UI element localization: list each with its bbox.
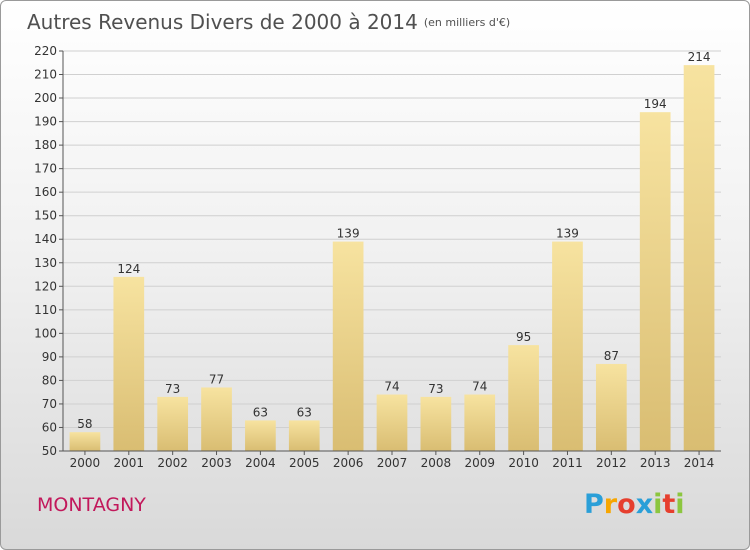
bar-2000	[69, 432, 101, 451]
bar-2013	[639, 112, 671, 452]
y-tick-label: 180	[34, 138, 57, 152]
y-tick-label: 90	[42, 350, 57, 364]
y-tick-label: 50	[42, 444, 57, 458]
logo-letter: x	[635, 489, 654, 520]
x-tick-label: 2002	[157, 456, 188, 470]
x-tick-label: 2004	[245, 456, 276, 470]
labels: 50 60 70 80 90 100 110 120 130 140 150 160 170 180 190…	[34, 44, 714, 470]
x-tick-label: 2008	[421, 456, 452, 470]
x-tick-label: 2001	[114, 456, 145, 470]
bar-2009	[464, 394, 496, 451]
value-label: 77	[209, 372, 224, 386]
proxiti-logo[interactable]: Proxiti	[584, 489, 685, 520]
value-label: 63	[253, 405, 268, 419]
value-label: 63	[297, 405, 312, 419]
y-tick-label: 140	[34, 232, 57, 246]
value-label: 58	[77, 417, 92, 431]
bars	[69, 65, 715, 452]
axes	[59, 50, 721, 455]
bar-2011	[552, 241, 583, 451]
y-tick-label: 120	[34, 279, 57, 293]
x-tick-label: 2000	[70, 456, 101, 470]
value-label: 139	[556, 227, 579, 241]
y-tick-label: 160	[34, 185, 57, 199]
x-tick-label: 2006	[333, 456, 364, 470]
bar-2002	[157, 396, 189, 451]
value-label: 139	[337, 227, 360, 241]
y-tick-label: 80	[42, 373, 57, 387]
value-label: 95	[516, 330, 531, 344]
value-label: 74	[472, 380, 487, 394]
logo-letter: o	[617, 489, 636, 520]
bar-2001	[113, 276, 145, 451]
logo-letter: i	[675, 489, 685, 520]
y-tick-label: 200	[34, 91, 57, 105]
chart-title-text: Autres Revenus Divers de 2000 à 2014	[27, 10, 418, 34]
x-tick-label: 2009	[464, 456, 495, 470]
logo-letter: P	[584, 489, 604, 520]
x-tick-label: 2011	[552, 456, 583, 470]
y-tick-label: 60	[42, 420, 57, 434]
chart-unit: (en milliers d'€)	[423, 16, 511, 29]
y-tick-label: 110	[34, 303, 57, 317]
x-tick-label: 2005	[289, 456, 320, 470]
x-tick-label: 2014	[684, 456, 715, 470]
bar-2006	[332, 241, 364, 451]
city-name: MONTAGNY	[37, 494, 146, 516]
y-tick-label: 170	[34, 162, 57, 176]
bar-2004	[245, 420, 276, 451]
x-tick-label: 2007	[377, 456, 408, 470]
y-tick-label: 210	[34, 68, 57, 82]
bar-2008	[420, 396, 452, 451]
value-label: 87	[604, 349, 619, 363]
chart-title: Autres Revenus Divers de 2000 à 2014 (en …	[27, 10, 510, 34]
y-tick-label: 190	[34, 115, 57, 129]
bar-2014	[683, 65, 715, 451]
value-label: 194	[644, 97, 667, 111]
bar-2005	[288, 420, 320, 451]
y-tick-label: 220	[34, 44, 57, 58]
bar-2012	[595, 363, 627, 451]
bar-2003	[201, 387, 232, 451]
bar-2007	[376, 394, 408, 451]
logo-letter: r	[603, 489, 618, 520]
value-label: 73	[165, 382, 180, 396]
value-label: 124	[117, 262, 140, 276]
y-tick-label: 150	[34, 209, 57, 223]
y-tick-label: 130	[34, 256, 57, 270]
value-label: 214	[688, 50, 711, 64]
x-tick-label: 2003	[201, 456, 232, 470]
x-tick-label: 2012	[596, 456, 627, 470]
x-tick-label: 2010	[508, 456, 539, 470]
x-tick-label: 2013	[640, 456, 671, 470]
logo-letter: i	[653, 489, 663, 520]
y-tick-label: 100	[34, 326, 57, 340]
bar-2010	[508, 345, 539, 451]
value-label: 73	[428, 382, 443, 396]
y-tick-label: 70	[42, 397, 57, 411]
value-label: 74	[384, 380, 399, 394]
logo-letter: t	[662, 489, 676, 520]
